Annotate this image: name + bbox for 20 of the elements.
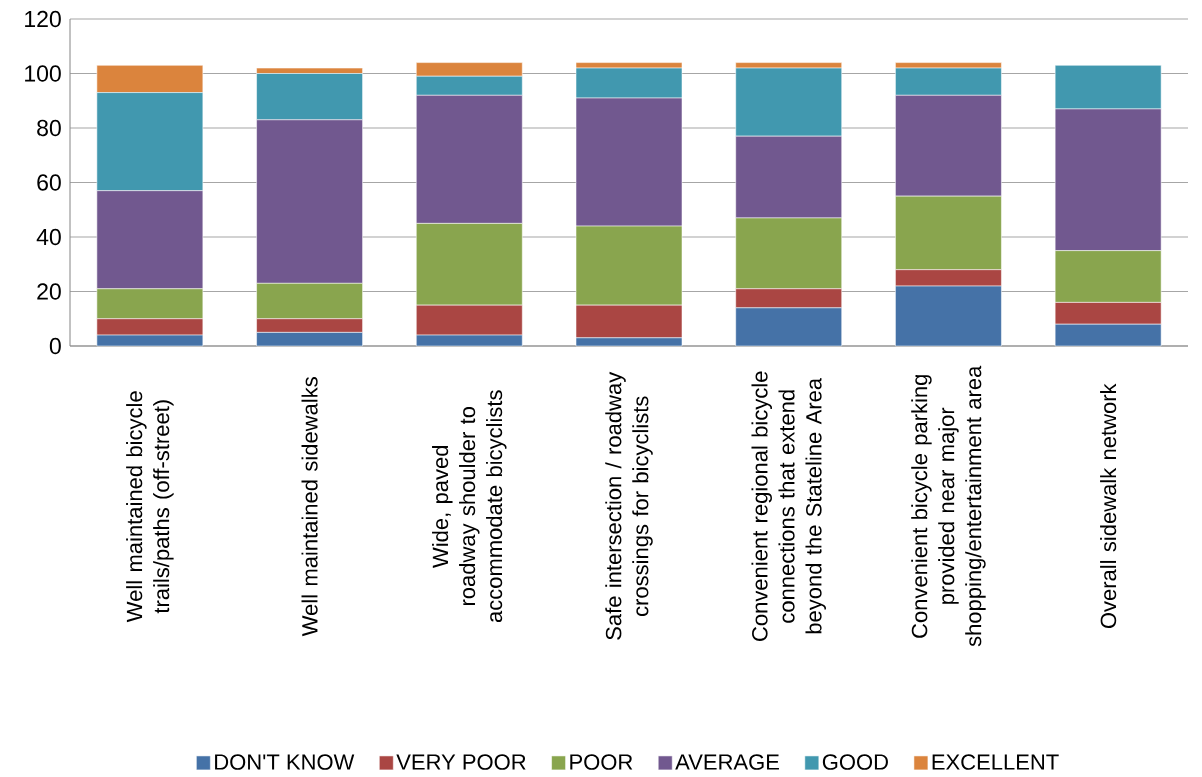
x-tick-label: Well maintained sidewalks [301,377,318,637]
x-tick-label: Convenient bicycle parking provided near major shopping/entertainment area [911,365,986,647]
legend-label: EXCELLENT [932,754,1059,770]
y-tick-label: 20 [37,283,61,300]
legend-label: VERY POOR [396,754,526,770]
y-tick-label: 100 [25,65,61,82]
y-tick-label: 120 [25,10,61,28]
x-tick-label: Well maintained bicycle trails/paths (off-street) [126,391,174,623]
y-tick-label: 80 [37,119,61,137]
legend-label: GOOD [822,754,888,770]
y-tick-label: 60 [37,174,61,191]
x-tick-label: Safe intersection / roadway crossings for bicyclists [605,371,653,640]
legend-label: AVERAGE [675,754,779,770]
y-tick-label: 0 [49,337,61,355]
legend-label: DON'T KNOW [215,754,355,770]
legend-label: POOR [570,754,633,770]
x-tick-label: Overall sidewalk network [1100,383,1117,629]
x-tick-label: Wide, paved roadway shoulder to accommodate bicyclists [432,390,507,623]
y-tick-label: 40 [36,228,61,246]
x-tick-label: Convenient regional bicycle connections that extend beyond the Stateline Area [751,371,826,641]
